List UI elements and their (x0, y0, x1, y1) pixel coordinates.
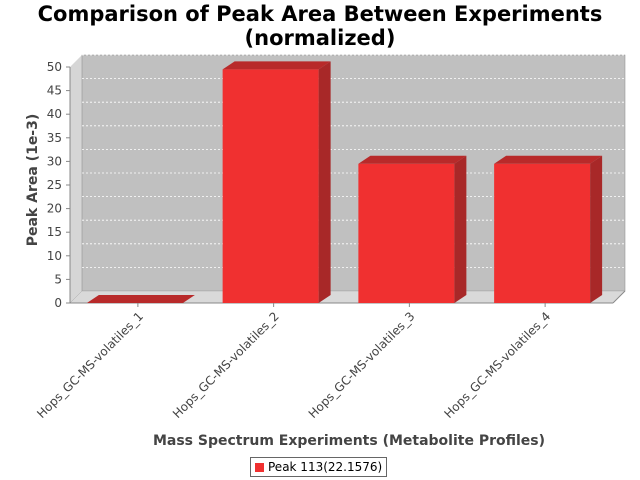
bar-top (358, 155, 467, 164)
chart-title-line-1: Comparison of Peak Area Between Experime… (37, 2, 603, 26)
y-tick-label: 25 (47, 178, 62, 192)
y-tick-label: 40 (47, 107, 62, 121)
y-tick-label: 20 (47, 202, 62, 216)
bar (86, 295, 195, 303)
y-tick-label: 5 (54, 272, 62, 286)
plot-left-wall (70, 55, 82, 303)
bar-side (590, 155, 603, 303)
chart-title: Comparison of Peak Area Between Experime… (0, 2, 640, 50)
y-tick-label: 50 (47, 60, 62, 74)
bar (222, 61, 331, 303)
bar (358, 155, 467, 303)
chart-title-line-2: (normalized) (244, 26, 396, 50)
bars (86, 61, 603, 303)
bar-front (358, 163, 455, 303)
bar (494, 155, 603, 303)
y-tick-label: 30 (47, 154, 62, 168)
legend-label: Peak 113(22.1576) (268, 460, 383, 474)
x-axis-title: Mass Spectrum Experiments (Metabolite Pr… (153, 433, 545, 449)
y-tick-label: 0 (54, 296, 62, 310)
bar-top (494, 155, 603, 164)
x-tick-label: Hops_GC-MS-volatiles_1 (34, 309, 146, 421)
y-tick-label: 45 (47, 84, 62, 98)
x-axis: Hops_GC-MS-volatiles_1 Hops_GC-MS-volatil… (34, 303, 553, 421)
y-tick-label: 10 (47, 249, 62, 263)
y-axis: 0 5 10 15 20 25 30 35 40 45 50 (47, 60, 70, 310)
legend: Peak 113(22.1576) (250, 457, 388, 477)
y-tick-label: 15 (47, 225, 62, 239)
bar-side (318, 61, 331, 303)
bar-front (222, 69, 319, 303)
y-axis-title: Peak Area (1e-3) (25, 114, 41, 247)
floor-edge (612, 290, 626, 304)
bar-side (454, 155, 467, 303)
x-tick-label: Hops_GC-MS-volatiles_3 (306, 309, 418, 421)
x-tick-label: Hops_GC-MS-volatiles_4 (442, 309, 554, 421)
x-tick-label: Hops_GC-MS-volatiles_2 (170, 309, 282, 421)
legend-swatch (255, 462, 264, 472)
bar-top (86, 295, 195, 303)
y-tick-label: 35 (47, 131, 62, 145)
bar-top (222, 61, 331, 70)
bar-front (494, 163, 591, 303)
